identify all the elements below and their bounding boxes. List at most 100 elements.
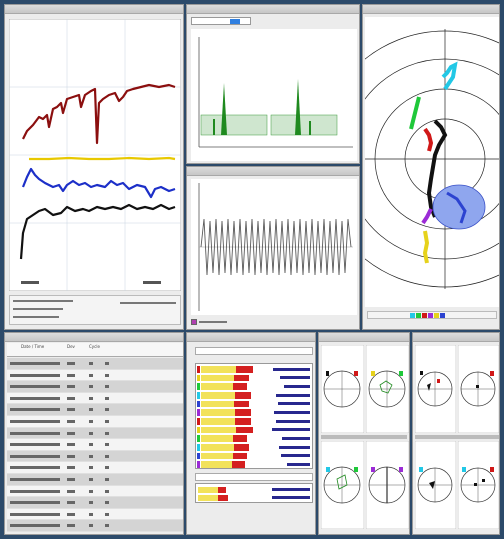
mini-polar-b3[interactable] xyxy=(415,441,456,529)
event-table-col-datetime[interactable]: Date / Time xyxy=(21,344,45,349)
table-row[interactable] xyxy=(7,462,183,474)
bar-row[interactable] xyxy=(196,391,312,400)
table-row[interactable] xyxy=(7,358,183,370)
row-dev xyxy=(67,478,75,481)
bar-row[interactable] xyxy=(196,382,312,391)
mini-polar-a2[interactable] xyxy=(366,345,409,433)
table-row[interactable] xyxy=(7,416,183,428)
bar-blue xyxy=(273,367,310,371)
polar-legend-swatch xyxy=(410,313,415,318)
row-datetime xyxy=(10,431,60,435)
table-row[interactable] xyxy=(7,392,183,405)
row-cycle xyxy=(89,362,93,365)
bar-yellow xyxy=(201,383,233,390)
bar-row-tag xyxy=(197,409,200,416)
bar-row[interactable] xyxy=(196,434,312,443)
bar-row[interactable] xyxy=(196,452,312,461)
mini-polar-b4[interactable] xyxy=(458,441,499,529)
row-cycle xyxy=(89,524,93,528)
bar-red xyxy=(236,426,253,434)
polar-panel-titlebar[interactable] xyxy=(363,5,499,14)
row-dev xyxy=(67,454,75,458)
table-row[interactable] xyxy=(7,450,183,463)
trend-series-blue xyxy=(21,167,176,199)
row-dev xyxy=(67,396,75,400)
event-table-col-dev[interactable]: Dev xyxy=(67,344,75,349)
sub-bar-yellow xyxy=(198,495,218,501)
bar-panel-titlebar[interactable] xyxy=(187,333,315,342)
polar-trace-blue xyxy=(446,191,467,224)
table-row[interactable] xyxy=(7,404,183,416)
row-extra xyxy=(105,373,109,377)
spectrum-panel-titlebar[interactable] xyxy=(187,5,359,14)
waveform-trace xyxy=(200,218,352,276)
row-datetime xyxy=(10,489,60,493)
table-row[interactable] xyxy=(7,520,183,532)
bar-row[interactable] xyxy=(196,408,312,417)
polar-cluster-blue xyxy=(432,184,486,230)
trend-legend-row xyxy=(13,308,63,310)
waveform-plot[interactable] xyxy=(191,179,357,315)
mini-polar-a4[interactable] xyxy=(366,441,409,529)
table-row[interactable] xyxy=(7,439,183,451)
row-cycle xyxy=(89,501,93,505)
table-row[interactable] xyxy=(7,508,183,521)
bar-red xyxy=(235,392,251,399)
mini-polar-a3[interactable] xyxy=(321,441,364,529)
row-cycle xyxy=(89,408,93,412)
event-table-titlebar[interactable] xyxy=(5,333,183,342)
table-row[interactable] xyxy=(7,497,183,509)
bar-row[interactable] xyxy=(196,443,312,452)
row-datetime xyxy=(10,362,60,365)
bar-row[interactable] xyxy=(196,365,312,374)
bar-red xyxy=(234,444,249,451)
row-extra xyxy=(105,408,109,412)
spectrum-selector-swatch xyxy=(230,19,240,24)
table-row[interactable] xyxy=(7,369,183,382)
sub-bar-blue xyxy=(272,496,310,499)
row-cycle xyxy=(89,385,93,389)
bar-red xyxy=(233,452,247,460)
spectrum-plot[interactable] xyxy=(191,29,357,161)
bar-red xyxy=(233,383,247,390)
row-datetime xyxy=(10,396,60,400)
waveform-panel-titlebar[interactable] xyxy=(187,167,359,176)
bar-row[interactable] xyxy=(196,460,312,469)
row-dev xyxy=(67,385,75,389)
polar-plot[interactable] xyxy=(365,17,499,307)
table-row[interactable] xyxy=(7,485,183,498)
table-row[interactable] xyxy=(7,474,183,486)
trend-panel-titlebar[interactable] xyxy=(5,5,183,14)
polar-grid-b-titlebar[interactable] xyxy=(413,333,499,342)
bar-yellow xyxy=(201,418,235,425)
waveform-panel xyxy=(186,166,360,330)
table-row[interactable] xyxy=(7,381,183,393)
row-extra xyxy=(105,501,109,505)
trend-plot[interactable] xyxy=(9,19,181,291)
row-datetime xyxy=(10,524,60,528)
bar-row[interactable] xyxy=(196,426,312,435)
spectrum-panel xyxy=(186,4,360,164)
bar-row[interactable] xyxy=(196,374,312,383)
row-extra xyxy=(105,385,109,389)
row-datetime xyxy=(10,478,60,481)
bar-blue xyxy=(278,402,310,406)
trend-series-black xyxy=(19,203,176,260)
mini-polar-b2[interactable] xyxy=(458,345,499,433)
mini-polar-b1[interactable] xyxy=(415,345,456,433)
row-extra xyxy=(105,396,109,400)
row-dev xyxy=(67,501,75,505)
row-dev xyxy=(67,443,75,447)
bar-blue xyxy=(279,445,310,449)
table-row[interactable] xyxy=(7,427,183,440)
polar-legend-swatch xyxy=(416,313,421,318)
trend-panel xyxy=(4,4,184,330)
bar-row[interactable] xyxy=(196,417,312,426)
spectrum-selector[interactable] xyxy=(191,17,251,25)
bar-blue xyxy=(282,437,310,441)
polar-grid-a-titlebar[interactable] xyxy=(319,333,409,342)
bar-row[interactable] xyxy=(196,400,312,409)
mini-polar-a1[interactable] xyxy=(321,345,364,433)
event-table-col-cycle[interactable]: Cycle xyxy=(89,344,100,349)
bar-row-tag xyxy=(197,392,200,399)
